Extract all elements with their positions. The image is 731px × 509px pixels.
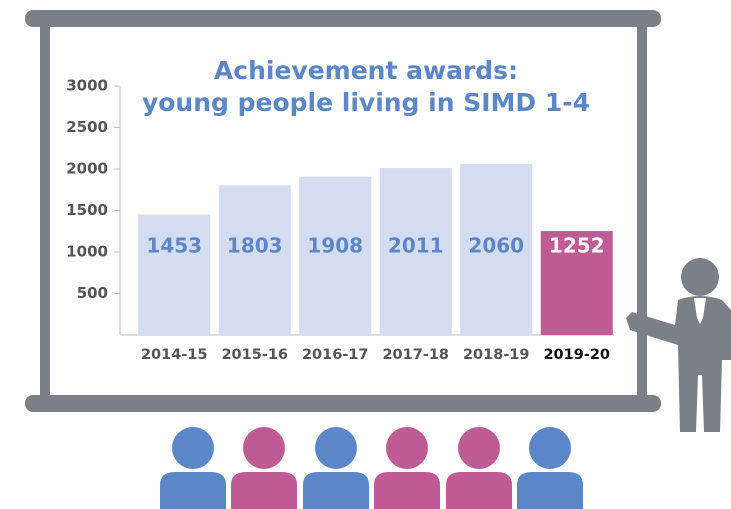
bar [219, 185, 291, 335]
x-tick-label: 2015-16 [221, 347, 288, 363]
board-top [25, 10, 661, 27]
board-post [637, 18, 647, 402]
y-tick-label: 1000 [66, 243, 108, 261]
x-tick-label: 2016-17 [302, 347, 369, 363]
value-label: 1803 [227, 234, 283, 258]
audience [160, 427, 583, 509]
value-label: 1908 [307, 234, 363, 258]
value-label: 1453 [146, 234, 202, 258]
board-bottom [25, 395, 661, 412]
chart: Achievement awards: young people living … [0, 0, 731, 509]
y-tick-label: 2000 [66, 160, 108, 178]
y-tick-label: 3000 [66, 77, 108, 95]
x-tick-label: 2017-18 [382, 347, 449, 363]
board-post [40, 18, 50, 402]
x-tick-label: 2018-19 [463, 347, 530, 363]
y-tick-label: 1500 [66, 201, 108, 219]
value-label: 2011 [388, 234, 444, 258]
y-tick-label: 500 [77, 284, 108, 302]
chart-title: Achievement awards: [214, 56, 518, 85]
value-label: 2060 [468, 234, 524, 258]
x-tick-label: 2014-15 [141, 347, 208, 363]
chart-title: young people living in SIMD 1-4 [142, 88, 590, 117]
y-tick-label: 2500 [66, 118, 108, 136]
value-label: 1252 [549, 234, 605, 258]
x-tick-label: 2019-20 [543, 347, 610, 363]
bar [138, 214, 210, 335]
